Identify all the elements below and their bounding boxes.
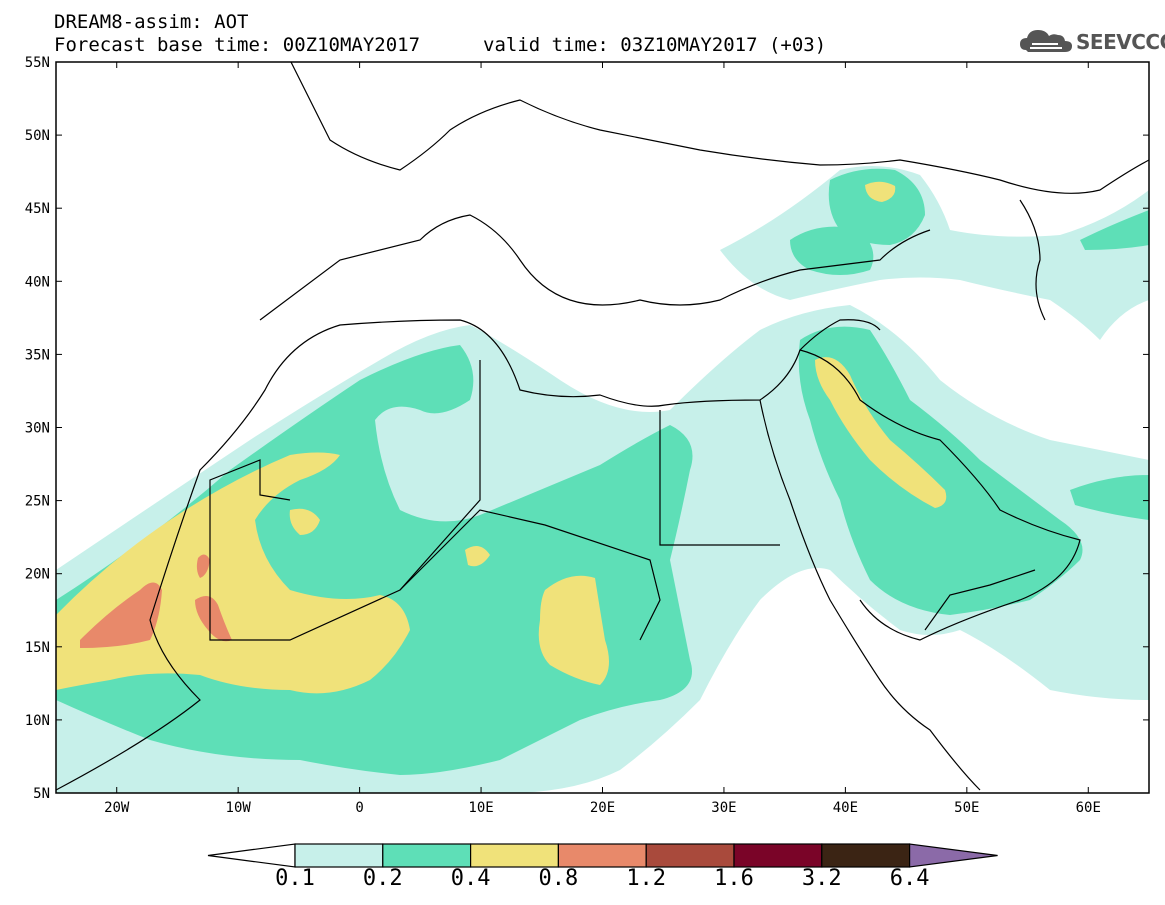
lon-label: 30E <box>711 800 736 816</box>
latitude-axis: 55N 50N 45N 40N 35N 30N 25N 20N 15N 10N 5N <box>25 55 1149 802</box>
aot-level-2 <box>798 326 1083 615</box>
aot-colorbar <box>207 843 998 868</box>
lat-label: 50N <box>25 128 50 144</box>
aot-level-3 <box>865 181 896 202</box>
colorbar-swatch <box>821 843 911 868</box>
aot-level-3 <box>289 508 320 535</box>
map-title: DREAM8-assim: AOT <box>54 11 249 33</box>
aot-level-3 <box>538 575 609 685</box>
colorbar-threshold-label: 0.4 <box>450 866 491 891</box>
lat-label: 40N <box>25 274 50 290</box>
valid-time: valid time: 03Z10MAY2017 (+03) <box>483 34 827 56</box>
colorbar-threshold-label: 6.4 <box>889 866 930 891</box>
lon-label: 40E <box>833 800 858 816</box>
aot-level-1 <box>700 320 808 420</box>
colorbar-swatch <box>294 843 384 868</box>
colorbar-swatch <box>382 843 472 868</box>
colorbar-threshold-label: 3.2 <box>801 866 842 891</box>
lat-label: 30N <box>25 421 50 437</box>
cloud-icon <box>1020 30 1072 52</box>
lat-label: 55N <box>25 55 50 71</box>
lon-label: 0 <box>355 800 363 816</box>
colorbar-threshold-label: 0.2 <box>362 866 403 891</box>
lon-label: 10E <box>468 800 493 816</box>
aot-level-3 <box>815 357 947 508</box>
aot-level-1 <box>720 166 1149 340</box>
lon-label: 10W <box>226 800 252 816</box>
aot-level-3 <box>465 546 490 567</box>
aot-level-4 <box>195 596 232 642</box>
colorbar-swatch <box>470 843 560 868</box>
aot-level-4 <box>196 554 210 578</box>
colorbar-high-arrow <box>908 843 998 868</box>
coastlines <box>56 62 1149 791</box>
forecast-base-time: Forecast base time: 00Z10MAY2017 <box>54 34 421 56</box>
colorbar-threshold-label: 1.6 <box>714 866 754 891</box>
aot-field <box>56 62 1149 793</box>
lat-label: 10N <box>25 713 50 729</box>
lon-label: 20W <box>104 800 130 816</box>
lat-label: 20N <box>25 567 50 583</box>
lon-label: 20E <box>590 800 615 816</box>
lat-label: 25N <box>25 494 50 510</box>
lat-label: 5N <box>33 786 50 802</box>
logo-text: SEEVCCC <box>1076 30 1165 54</box>
colorbar-threshold-label: 0.1 <box>275 866 315 891</box>
colorbar-swatch <box>645 843 735 868</box>
lon-label: 50E <box>954 800 979 816</box>
colorbar-threshold-label: 1.2 <box>626 866 667 891</box>
seevccc-logo: SEEVCCC <box>1018 26 1165 60</box>
lon-label: 60E <box>1076 800 1101 816</box>
longitude-axis: 20W 10W 0 10E 20E 30E 40E 50E 60E <box>104 62 1101 816</box>
colorbar-labels: 0.1 0.2 0.4 0.8 1.2 1.6 3.2 6.4 <box>0 866 1165 896</box>
aot-level-4 <box>80 582 162 648</box>
colorbar-threshold-label: 0.8 <box>538 866 579 891</box>
lat-label: 15N <box>25 640 50 656</box>
lat-label: 35N <box>25 347 50 363</box>
aot-level-2 <box>1080 210 1149 250</box>
aot-level-2 <box>1070 475 1149 520</box>
lat-label: 45N <box>25 201 50 217</box>
aot-level-2 <box>828 168 925 245</box>
colorbar-low-arrow <box>207 843 296 868</box>
colorbar-swatch <box>733 843 823 868</box>
colorbar-swatch <box>557 843 647 868</box>
